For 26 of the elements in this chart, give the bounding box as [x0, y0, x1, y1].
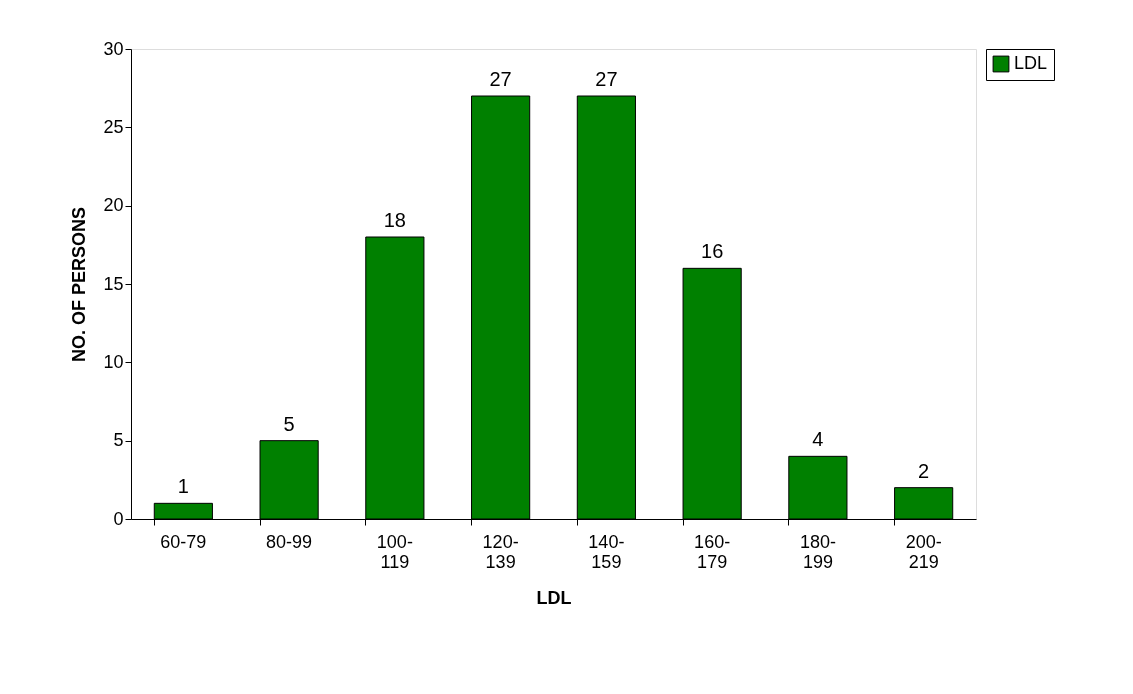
- data-label: 27: [595, 68, 618, 90]
- data-label: 4: [812, 428, 824, 451]
- data-label: 2: [918, 459, 930, 482]
- x-tick-label: 140-159: [588, 531, 625, 572]
- y-tick-label: 20: [103, 195, 124, 216]
- y-tick-label: 15: [103, 273, 124, 294]
- x-tick-label: 100-119: [376, 531, 413, 572]
- data-label: 16: [701, 240, 724, 263]
- x-axis-title: LDL: [536, 587, 572, 608]
- x-tick-label: 120-139: [482, 531, 519, 572]
- y-axis-title: NO. OF PERSONS: [69, 206, 90, 363]
- x-tick-label: 180-199: [799, 531, 836, 572]
- data-label: 1: [177, 475, 189, 498]
- y-tick-label: 25: [103, 116, 124, 137]
- data-label: 18: [383, 209, 406, 231]
- legend-label: LDL: [1014, 53, 1048, 73]
- y-tick-label: 10: [103, 351, 124, 372]
- y-tick-label: 30: [103, 38, 124, 59]
- x-tick-label: 60-79: [160, 531, 207, 552]
- y-tick-label: 5: [113, 430, 124, 451]
- y-tick-label: 0: [113, 508, 124, 529]
- data-label: 27: [489, 68, 512, 90]
- x-tick-label: 80-99: [266, 531, 313, 552]
- x-tick-label: 160-179: [694, 531, 731, 572]
- x-tick-label: 200-219: [905, 531, 942, 572]
- data-label: 5: [283, 412, 295, 435]
